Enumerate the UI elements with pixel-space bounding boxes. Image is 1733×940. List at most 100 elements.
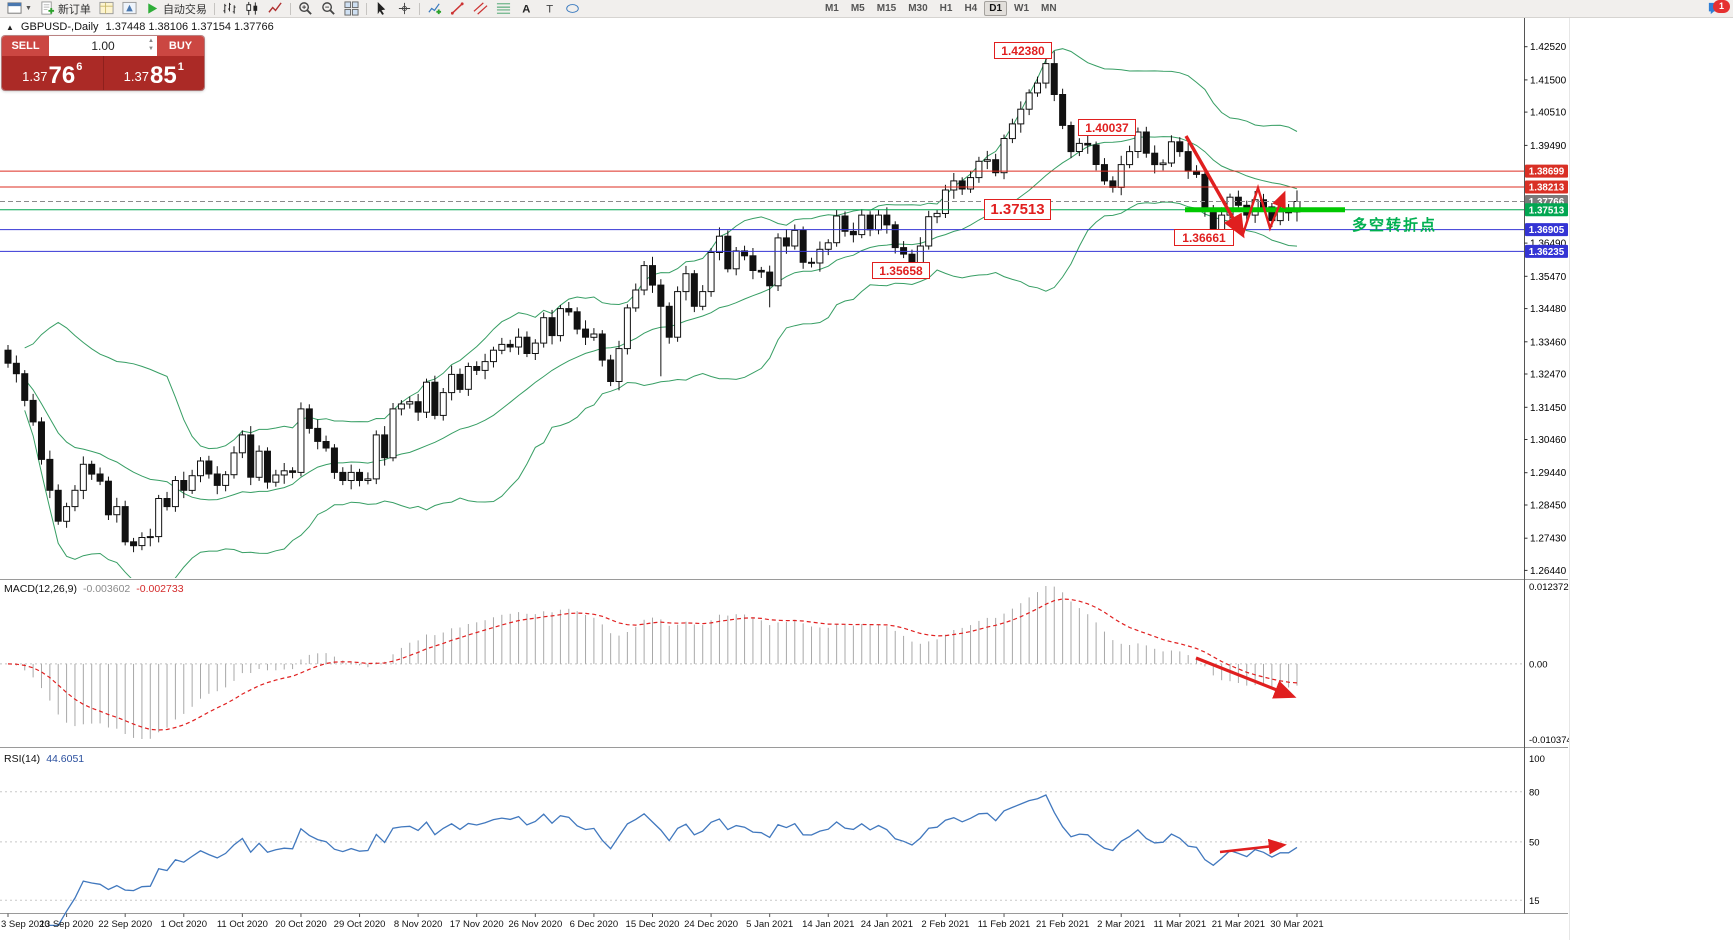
svg-text:1.36905: 1.36905 (1529, 225, 1565, 236)
timeframe-m5[interactable]: M5 (846, 1, 870, 16)
turning-point-note[interactable]: 多空转折点 (1352, 217, 1438, 234)
svg-text:11 Oct 2020: 11 Oct 2020 (217, 919, 268, 930)
buy-button[interactable]: BUY (157, 36, 204, 56)
price-annotation[interactable]: 1.35658 (872, 262, 930, 279)
market-watch-button[interactable] (95, 1, 118, 17)
buy-price[interactable]: 1.37 85 1 (104, 56, 205, 90)
svg-text:A: A (522, 4, 530, 16)
svg-text:2 Feb 2021: 2 Feb 2021 (921, 919, 969, 930)
svg-text:8 Nov 2020: 8 Nov 2020 (394, 919, 443, 930)
price-annotation[interactable]: 1.42380 (994, 42, 1052, 59)
chart-expand-icon[interactable]: ▲ (6, 22, 14, 32)
timeframe-h1[interactable]: H1 (935, 1, 958, 16)
crosshair-tool-button[interactable] (393, 1, 416, 17)
svg-text:1.37766: 1.37766 (1529, 197, 1565, 208)
svg-text:T: T (546, 4, 553, 16)
svg-text:0.012372: 0.012372 (1529, 582, 1569, 593)
timeframe-d1[interactable]: D1 (984, 1, 1008, 16)
timeframe-m30[interactable]: M30 (903, 1, 932, 16)
indicators-button[interactable] (423, 1, 446, 17)
timeframe-mn[interactable]: MN (1036, 1, 1062, 16)
svg-text:1.27430: 1.27430 (1530, 534, 1567, 545)
auto-trading-button[interactable]: 自动交易 (141, 1, 211, 17)
text-tool-button[interactable]: A (515, 1, 538, 17)
volume-stepper[interactable]: ▲ ▼ (148, 37, 154, 53)
price-annotation[interactable]: 1.37513 (984, 199, 1051, 220)
buy-price-pip: 1 (177, 61, 184, 73)
timeframe-h4[interactable]: H4 (959, 1, 982, 16)
sell-price[interactable]: 1.37 76 6 (2, 56, 103, 90)
svg-text:1.35470: 1.35470 (1530, 272, 1567, 283)
svg-text:1.36235: 1.36235 (1529, 247, 1565, 258)
candles-layer (4, 51, 1301, 553)
svg-text:1.38213: 1.38213 (1529, 183, 1565, 194)
window-icon (7, 1, 22, 16)
zoom-in-button[interactable] (294, 1, 317, 17)
svg-text:1.26440: 1.26440 (1530, 566, 1567, 577)
linechart-icon (268, 1, 283, 16)
drawn-arrows-layer[interactable] (1184, 135, 1297, 855)
svg-text:1.29440: 1.29440 (1530, 468, 1567, 479)
order-icon (40, 1, 55, 16)
svg-text:14 Jan 2021: 14 Jan 2021 (802, 919, 854, 930)
trendline-tool-button[interactable] (446, 1, 469, 17)
navigator-button[interactable] (118, 1, 141, 17)
new-order-button[interactable]: 新订单 (36, 1, 95, 17)
svg-text:1.32470: 1.32470 (1530, 370, 1567, 381)
trend-arrow (1184, 135, 1245, 239)
volume-input[interactable]: 1.00 ▲ ▼ (49, 36, 157, 56)
line-chart-mode-button[interactable] (264, 1, 287, 17)
price-axis[interactable]: 1.42520 1.41500 1.40510 1.39490 1.36490 1.354… (1524, 42, 1568, 577)
toolbar-separator (213, 2, 215, 15)
label-tool-button[interactable]: T (538, 1, 561, 17)
chart-window-button[interactable]: ▼ (3, 1, 36, 17)
timeframe-w1[interactable]: W1 (1009, 1, 1034, 16)
tile-windows-button[interactable] (340, 1, 363, 17)
cursor-tool-button[interactable] (370, 1, 393, 17)
zoom-out-button[interactable] (317, 1, 340, 17)
svg-text:50: 50 (1529, 837, 1540, 848)
svg-text:11 Feb 2021: 11 Feb 2021 (978, 919, 1031, 930)
rsi-name: RSI(14) (4, 753, 41, 765)
toolbar: ▼ 新订单 自动交易 A T M1 M5 M15 M30 H1 H4 D1 W1 MN 1 (0, 0, 1733, 18)
toolbar-separator (418, 2, 420, 15)
text-icon: A (519, 1, 534, 16)
timeframe-m1[interactable]: M1 (820, 1, 844, 16)
svg-text:1.34480: 1.34480 (1530, 304, 1567, 315)
zoomout-icon (321, 1, 336, 16)
price-annotation[interactable]: 1.36661 (1174, 229, 1234, 246)
channel-tool-button[interactable] (469, 1, 492, 17)
sell-button[interactable]: SELL (2, 36, 49, 56)
bar-chart-mode-button[interactable] (218, 1, 241, 17)
price-divider (102, 56, 104, 90)
label-icon: T (542, 1, 557, 16)
shapes-tool-button[interactable] (561, 1, 584, 17)
svg-text:21 Mar 2021: 21 Mar 2021 (1212, 919, 1265, 930)
buy-price-head: 1.37 (123, 69, 149, 84)
bars-icon (222, 1, 237, 16)
timeframe-m15[interactable]: M15 (872, 1, 901, 16)
zoomin-icon (298, 1, 313, 16)
fibonacci-tool-button[interactable] (492, 1, 515, 17)
volume-up-icon[interactable]: ▲ (148, 38, 154, 44)
price-chart[interactable]: 1.42520 1.41500 1.40510 1.39490 1.36490 1.354… (0, 0, 1569, 940)
svg-text:1.42520: 1.42520 (1530, 42, 1567, 53)
notification-badge[interactable]: 1 (1713, 0, 1730, 13)
svg-text:0.00: 0.00 (1529, 659, 1548, 670)
svg-text:1.31450: 1.31450 (1530, 403, 1567, 414)
svg-text:1 Oct 2020: 1 Oct 2020 (161, 919, 207, 930)
svg-text:1.36490: 1.36490 (1530, 239, 1567, 250)
sell-price-big: 76 (48, 61, 76, 89)
svg-text:17 Nov 2020: 17 Nov 2020 (450, 919, 504, 930)
candlestick-mode-button[interactable] (241, 1, 264, 17)
svg-text:1.38699: 1.38699 (1529, 167, 1565, 178)
trend-icon (450, 1, 465, 16)
price-annotation[interactable]: 1.40037 (1078, 119, 1136, 136)
toolbar-separator (289, 2, 291, 15)
svg-text:6 Dec 2020: 6 Dec 2020 (570, 919, 619, 930)
volume-down-icon[interactable]: ▼ (148, 46, 154, 52)
trend-arrow (1195, 656, 1297, 699)
rsi-label: RSI(14) 44.6051 (4, 753, 84, 765)
